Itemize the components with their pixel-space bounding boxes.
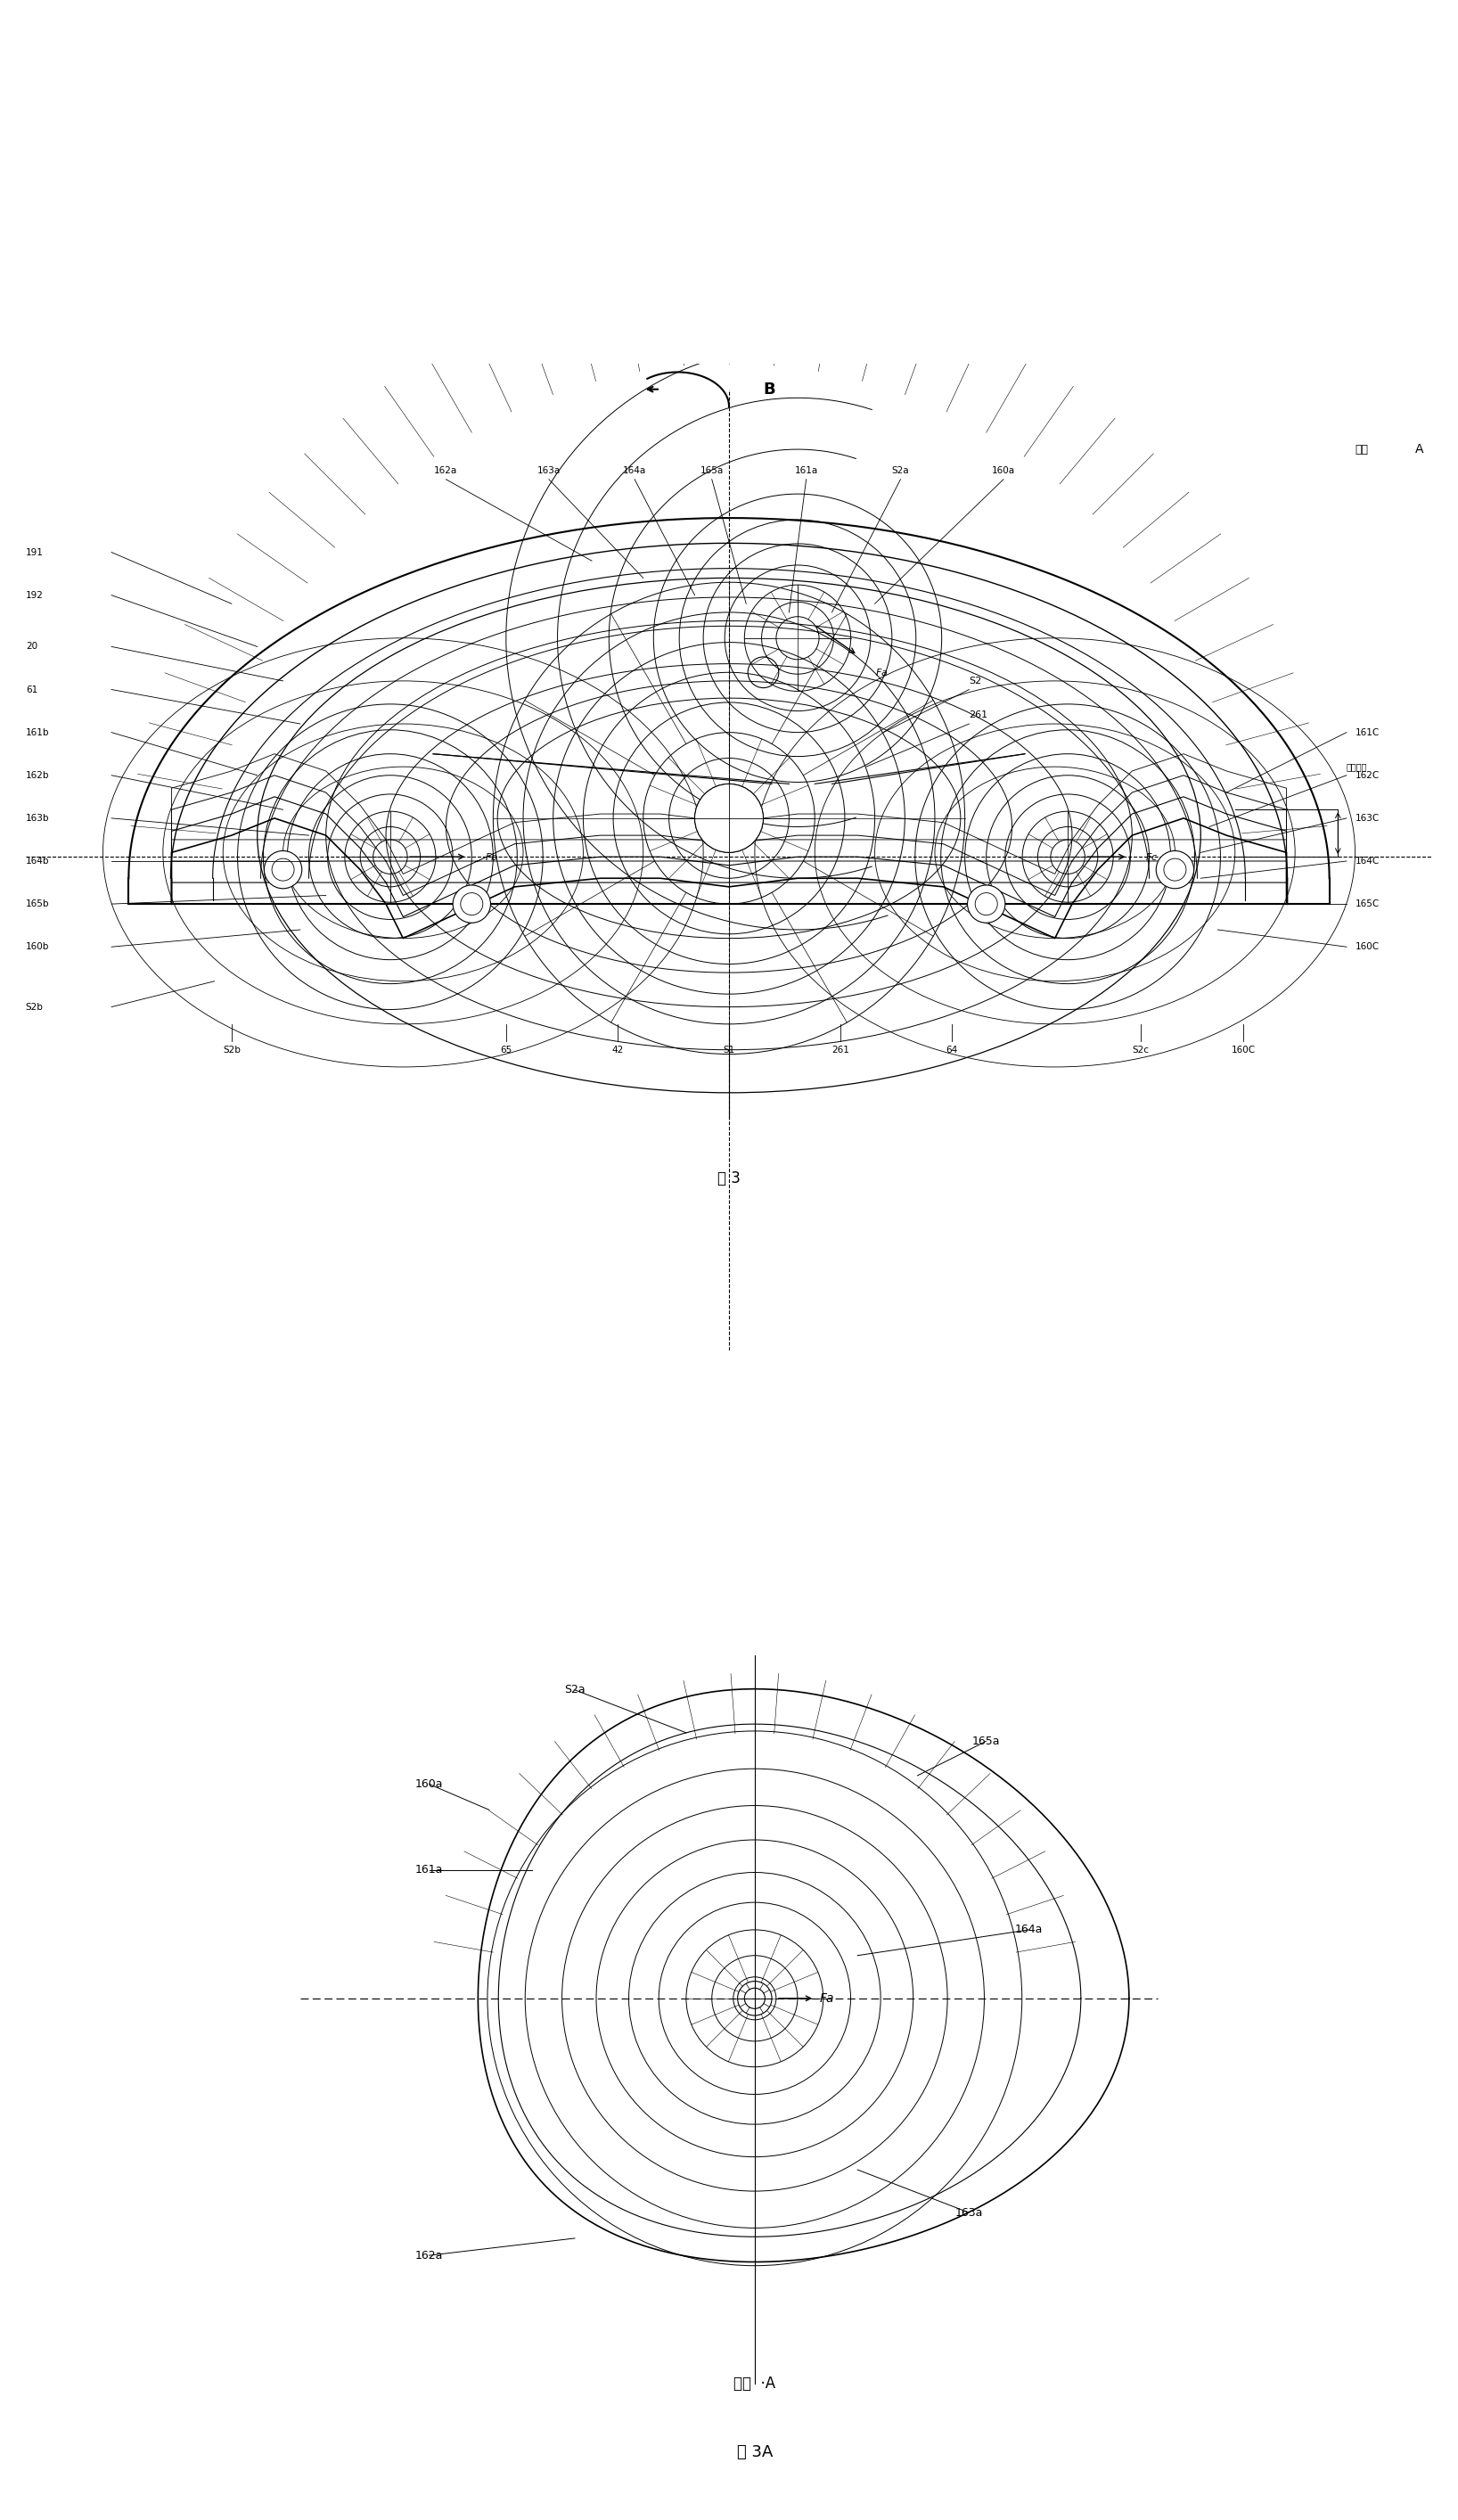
Text: 261: 261 — [970, 711, 989, 721]
Text: 160C: 160C — [1232, 1046, 1255, 1053]
Text: 163b: 163b — [26, 814, 50, 822]
Text: 圆圈: 圆圈 — [1354, 444, 1369, 456]
Text: 163a: 163a — [537, 466, 560, 476]
Text: 图 3: 图 3 — [717, 1169, 741, 1187]
Circle shape — [1156, 852, 1194, 890]
Circle shape — [968, 885, 1005, 922]
Text: 162C: 162C — [1354, 771, 1379, 779]
Text: 165a: 165a — [972, 1736, 1000, 1746]
Text: 162a: 162a — [434, 466, 458, 476]
Text: $Fc$: $Fc$ — [1145, 852, 1158, 862]
Text: 191: 191 — [26, 547, 44, 557]
Text: 161a: 161a — [416, 1865, 443, 1875]
Text: S1: S1 — [723, 1046, 735, 1053]
Circle shape — [453, 885, 490, 922]
Text: 42: 42 — [611, 1046, 624, 1053]
Text: 165b: 165b — [26, 900, 50, 907]
Text: 圆圈  ·A: 圆圈 ·A — [733, 2376, 776, 2391]
Text: 164a: 164a — [623, 466, 646, 476]
Text: 162a: 162a — [416, 2250, 443, 2260]
Text: 165C: 165C — [1354, 900, 1379, 907]
Text: $Fa$: $Fa$ — [875, 668, 888, 678]
Text: 61: 61 — [26, 685, 38, 693]
Text: 164C: 164C — [1354, 857, 1379, 864]
Text: $Fb$: $Fb$ — [484, 852, 497, 862]
Text: 161C: 161C — [1354, 728, 1379, 736]
Text: 161a: 161a — [795, 466, 818, 476]
Text: 160C: 160C — [1354, 942, 1379, 953]
Text: A: A — [1416, 444, 1423, 456]
Text: S2c: S2c — [1133, 1046, 1149, 1053]
Text: 192: 192 — [26, 590, 44, 600]
Text: 图 3A: 图 3A — [736, 2444, 773, 2460]
Text: S2b: S2b — [223, 1046, 241, 1053]
Circle shape — [694, 784, 764, 852]
Text: 160a: 160a — [991, 466, 1015, 476]
Text: 165a: 165a — [700, 466, 723, 476]
Text: 162b: 162b — [26, 771, 50, 779]
Text: 163a: 163a — [955, 2208, 983, 2218]
Circle shape — [264, 852, 302, 890]
Text: 65: 65 — [500, 1046, 512, 1053]
Text: 261: 261 — [831, 1046, 850, 1053]
Text: 64: 64 — [946, 1046, 958, 1053]
Text: 164a: 164a — [1015, 1925, 1042, 1935]
Text: S2a: S2a — [564, 1683, 585, 1696]
Text: 160b: 160b — [26, 942, 50, 953]
Text: B: B — [764, 381, 776, 398]
Text: 163C: 163C — [1354, 814, 1379, 822]
Text: 164b: 164b — [26, 857, 50, 864]
Text: 绕动半径: 绕动半径 — [1347, 761, 1368, 771]
Text: 161b: 161b — [26, 728, 50, 736]
Text: S2: S2 — [970, 675, 981, 685]
Text: S2b: S2b — [26, 1003, 44, 1011]
Text: $Fa$: $Fa$ — [819, 1993, 834, 2003]
Text: 20: 20 — [26, 643, 38, 650]
Text: S2a: S2a — [892, 466, 910, 476]
Text: 160a: 160a — [416, 1779, 443, 1789]
